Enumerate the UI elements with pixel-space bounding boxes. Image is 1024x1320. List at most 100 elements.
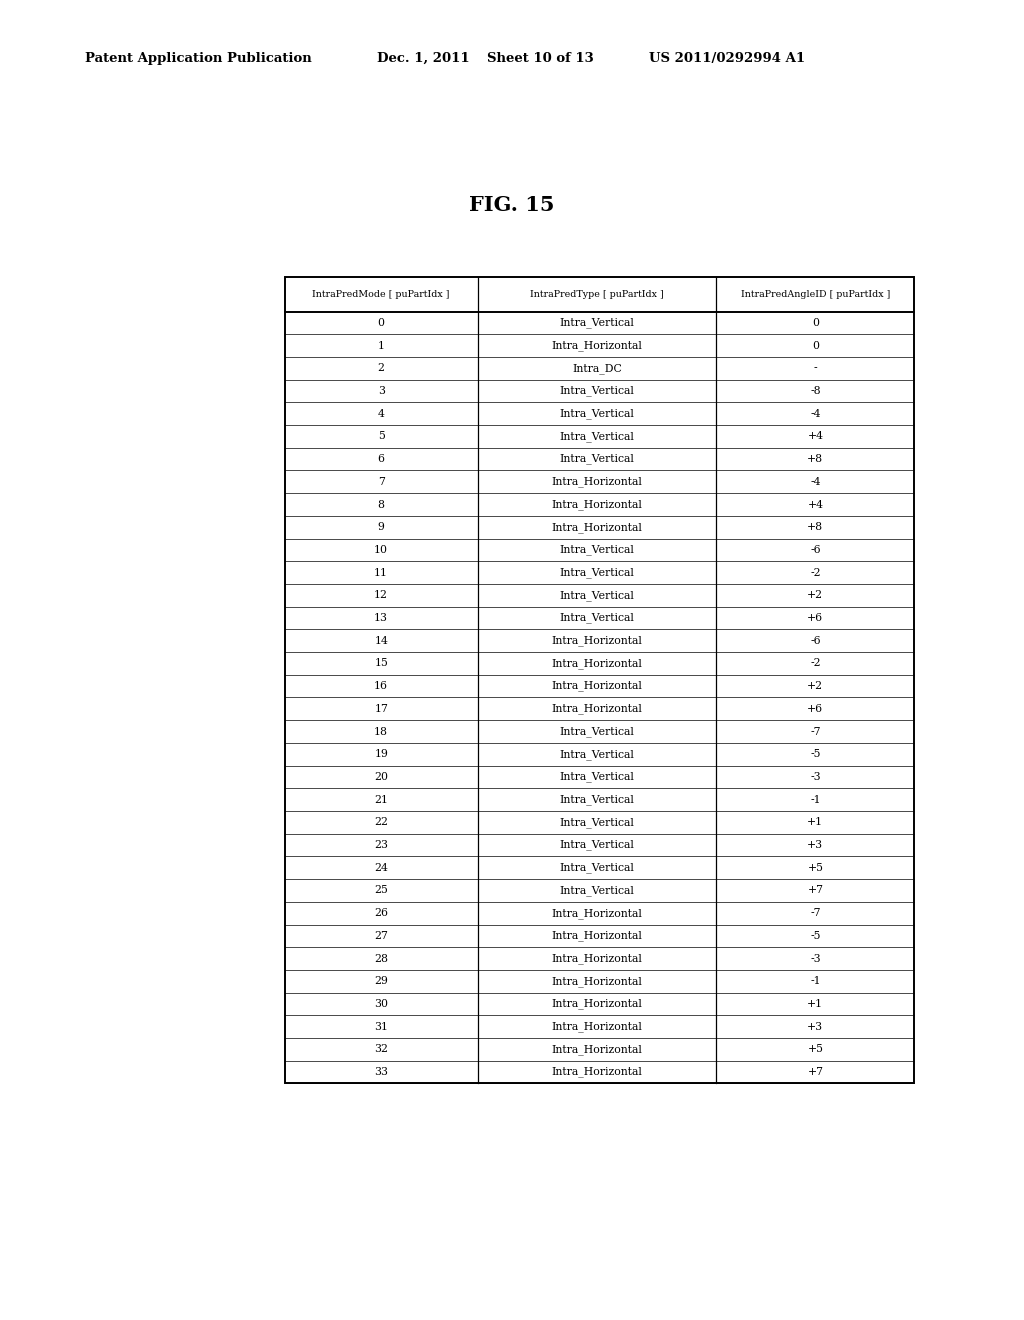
Text: 3: 3: [378, 385, 385, 396]
Text: 0: 0: [812, 318, 819, 327]
Text: Intra_Horizontal: Intra_Horizontal: [552, 1044, 642, 1055]
Text: +6: +6: [807, 612, 823, 623]
Text: 33: 33: [374, 1067, 388, 1077]
Text: 0: 0: [812, 341, 819, 351]
Text: Intra_Vertical: Intra_Vertical: [559, 726, 635, 737]
Text: IntraPredType [ puPartIdx ]: IntraPredType [ puPartIdx ]: [530, 290, 664, 298]
Text: -5: -5: [810, 931, 820, 941]
Text: 26: 26: [374, 908, 388, 919]
Text: Intra_Horizontal: Intra_Horizontal: [552, 477, 642, 487]
Text: Intra_Vertical: Intra_Vertical: [559, 840, 635, 850]
Text: -5: -5: [810, 750, 820, 759]
Text: +8: +8: [807, 454, 823, 465]
Text: Intra_Horizontal: Intra_Horizontal: [552, 1022, 642, 1032]
Text: -1: -1: [810, 977, 820, 986]
Text: +5: +5: [807, 863, 823, 873]
Text: +5: +5: [807, 1044, 823, 1055]
Text: 19: 19: [374, 750, 388, 759]
Text: 23: 23: [374, 840, 388, 850]
Text: 18: 18: [374, 726, 388, 737]
Text: Intra_Vertical: Intra_Vertical: [559, 862, 635, 873]
Text: +3: +3: [807, 840, 823, 850]
Text: -2: -2: [810, 659, 820, 668]
Text: -6: -6: [810, 545, 820, 554]
Text: +1: +1: [807, 817, 823, 828]
Text: -: -: [814, 363, 817, 374]
Text: Intra_Vertical: Intra_Vertical: [559, 748, 635, 759]
Text: 15: 15: [374, 659, 388, 668]
Text: 1: 1: [378, 341, 385, 351]
Text: +7: +7: [807, 886, 823, 895]
Text: 9: 9: [378, 523, 385, 532]
Text: +1: +1: [807, 999, 823, 1008]
Text: FIG. 15: FIG. 15: [469, 194, 555, 215]
Text: -6: -6: [810, 636, 820, 645]
Text: 4: 4: [378, 409, 385, 418]
Text: +3: +3: [807, 1022, 823, 1032]
Text: 16: 16: [374, 681, 388, 692]
Text: Intra_Vertical: Intra_Vertical: [559, 318, 635, 329]
Text: +4: +4: [807, 499, 823, 510]
Text: 7: 7: [378, 477, 385, 487]
Text: Intra_Horizontal: Intra_Horizontal: [552, 908, 642, 919]
Text: Intra_Vertical: Intra_Vertical: [559, 432, 635, 442]
Text: -7: -7: [810, 908, 820, 919]
Text: Intra_Horizontal: Intra_Horizontal: [552, 499, 642, 510]
Text: 6: 6: [378, 454, 385, 465]
Text: Intra_Vertical: Intra_Vertical: [559, 385, 635, 396]
Text: Intra_Vertical: Intra_Vertical: [559, 408, 635, 418]
Text: Intra_Horizontal: Intra_Horizontal: [552, 521, 642, 532]
Text: 21: 21: [374, 795, 388, 805]
Text: -4: -4: [810, 409, 820, 418]
Text: Intra_Vertical: Intra_Vertical: [559, 795, 635, 805]
Text: Intra_Horizontal: Intra_Horizontal: [552, 341, 642, 351]
Text: 28: 28: [374, 953, 388, 964]
Text: 30: 30: [374, 999, 388, 1008]
Text: -3: -3: [810, 953, 820, 964]
Text: Intra_Vertical: Intra_Vertical: [559, 817, 635, 828]
Text: 25: 25: [374, 886, 388, 895]
Text: Intra_Vertical: Intra_Vertical: [559, 886, 635, 896]
Text: 0: 0: [378, 318, 385, 327]
Text: -4: -4: [810, 477, 820, 487]
Text: 2: 2: [378, 363, 385, 374]
Text: Dec. 1, 2011: Dec. 1, 2011: [377, 51, 469, 65]
Text: -2: -2: [810, 568, 820, 578]
Text: Intra_Horizontal: Intra_Horizontal: [552, 975, 642, 986]
Text: Intra_Horizontal: Intra_Horizontal: [552, 681, 642, 692]
Text: +2: +2: [807, 681, 823, 692]
Text: 14: 14: [374, 636, 388, 645]
Text: 17: 17: [374, 704, 388, 714]
Text: Intra_Horizontal: Intra_Horizontal: [552, 953, 642, 964]
Text: Intra_Vertical: Intra_Vertical: [559, 454, 635, 465]
Text: Intra_Vertical: Intra_Vertical: [559, 590, 635, 601]
Text: Intra_Horizontal: Intra_Horizontal: [552, 931, 642, 941]
Text: Intra_DC: Intra_DC: [572, 363, 622, 374]
Text: 24: 24: [374, 863, 388, 873]
Text: US 2011/0292994 A1: US 2011/0292994 A1: [649, 51, 805, 65]
Text: 13: 13: [374, 612, 388, 623]
Text: Intra_Horizontal: Intra_Horizontal: [552, 1067, 642, 1077]
Text: 22: 22: [374, 817, 388, 828]
Text: IntraPredMode [ puPartIdx ]: IntraPredMode [ puPartIdx ]: [312, 290, 450, 298]
Text: +6: +6: [807, 704, 823, 714]
Text: -8: -8: [810, 385, 820, 396]
Text: 32: 32: [374, 1044, 388, 1055]
Text: Intra_Horizontal: Intra_Horizontal: [552, 635, 642, 645]
Text: +7: +7: [807, 1067, 823, 1077]
Text: 11: 11: [374, 568, 388, 578]
Text: 8: 8: [378, 499, 385, 510]
Text: Patent Application Publication: Patent Application Publication: [85, 51, 311, 65]
Text: 31: 31: [374, 1022, 388, 1032]
Text: -3: -3: [810, 772, 820, 781]
Text: 29: 29: [374, 977, 388, 986]
Bar: [285, 277, 914, 1084]
Text: Intra_Vertical: Intra_Vertical: [559, 772, 635, 783]
Text: +8: +8: [807, 523, 823, 532]
Text: Intra_Vertical: Intra_Vertical: [559, 612, 635, 623]
Text: Intra_Vertical: Intra_Vertical: [559, 568, 635, 578]
Text: -7: -7: [810, 726, 820, 737]
Text: +4: +4: [807, 432, 823, 441]
Text: Intra_Horizontal: Intra_Horizontal: [552, 999, 642, 1010]
Text: 10: 10: [374, 545, 388, 554]
